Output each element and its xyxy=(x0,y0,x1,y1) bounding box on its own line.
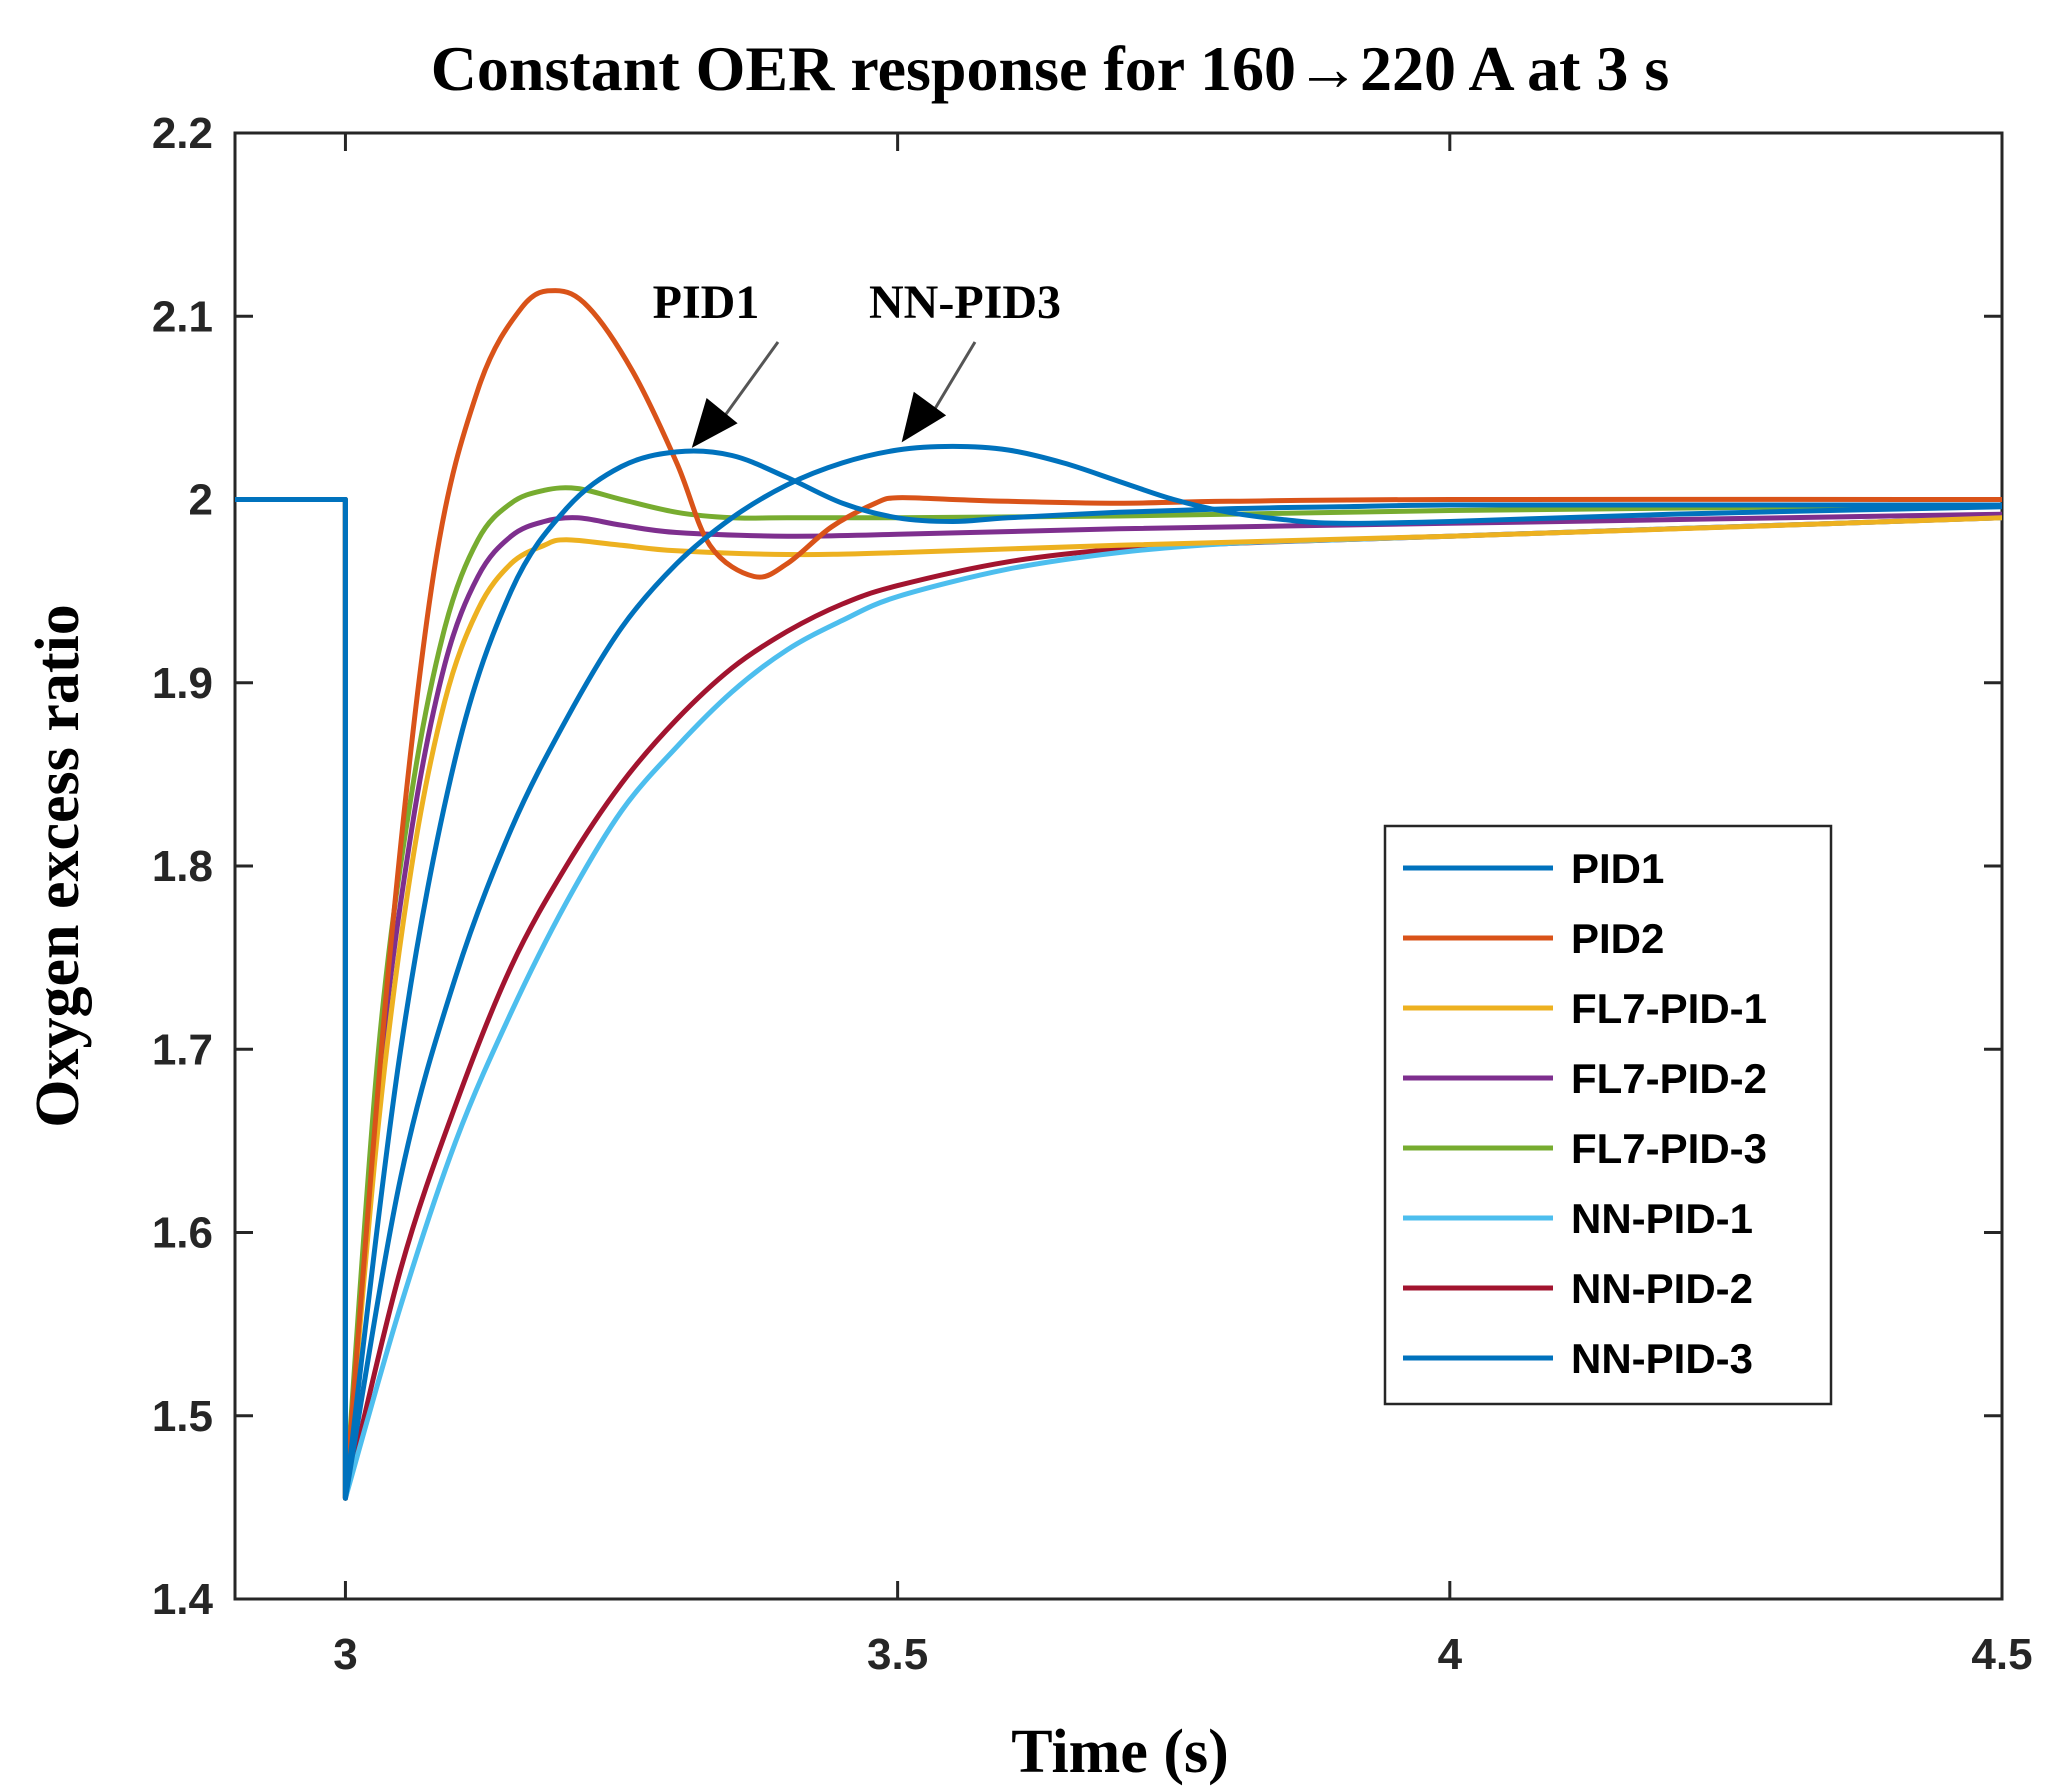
legend-items: PID1 PID2 FL7-PID-1 FL7-PID-2 FL7-PID-3 NN-PI… xyxy=(1403,845,1767,1382)
legend-box xyxy=(1383,824,1833,1406)
legend-label-nn-pid-3: NN-PID-3 xyxy=(1571,1335,1753,1382)
annotations: PID1 NN-PID3 xyxy=(653,276,1061,448)
y-tick-label: 1.5 xyxy=(152,1392,213,1441)
annotation-label-nn-pid3: NN-PID3 xyxy=(869,276,1061,329)
series-line-fl7-pid-1 xyxy=(235,496,2002,1501)
annotation-arrow-nn-pid3 xyxy=(930,341,977,416)
series-line-pid1 xyxy=(235,448,2002,1501)
y-tick-label: 1.4 xyxy=(152,1575,214,1624)
legend-label-fl7-pid-1: FL7-PID-1 xyxy=(1571,985,1767,1032)
legend-label-nn-pid-1: NN-PID-1 xyxy=(1571,1195,1753,1242)
y-axis-label: Oxygen excess ratio xyxy=(24,604,92,1127)
annotation-arrowhead-nn-pid3 xyxy=(901,391,947,443)
legend-label-fl7-pid-2: FL7-PID-2 xyxy=(1571,1055,1767,1102)
series-line-nn-pid-3 xyxy=(235,443,2002,1501)
legend-label-pid2: PID2 xyxy=(1571,915,1664,962)
annotation-arrowhead-pid1 xyxy=(691,398,738,448)
y-tick-label: 1.7 xyxy=(152,1025,213,1074)
y-tick-label: 2.2 xyxy=(152,109,213,158)
legend: PID1 PID2 FL7-PID-1 FL7-PID-2 FL7-PID-3 NN-PI… xyxy=(1383,824,1833,1406)
legend-label-nn-pid-2: NN-PID-2 xyxy=(1571,1265,1753,1312)
annotation-arrow-pid1 xyxy=(720,341,780,421)
y-tick-label: 1.6 xyxy=(152,1209,213,1258)
annotation-label-pid1: PID1 xyxy=(653,276,760,329)
x-tick-label: 4 xyxy=(1438,1630,1463,1679)
y-tick-label: 1.9 xyxy=(152,659,213,708)
series-group xyxy=(235,288,2002,1501)
x-tick-label: 4.5 xyxy=(1971,1630,2032,1679)
legend-label-pid1: PID1 xyxy=(1571,845,1664,892)
y-tick-label: 1.8 xyxy=(152,842,213,891)
y-tick-label: 2 xyxy=(189,476,213,525)
x-tick-label: 3.5 xyxy=(867,1630,928,1679)
y-tick-label: 2.1 xyxy=(152,292,213,341)
chart-title: Constant OER response for 160→220 A at 3… xyxy=(431,33,1670,104)
x-axis-label: Time (s) xyxy=(1011,1718,1229,1786)
y-tick-labels: 1.4 1.5 1.6 1.7 1.8 1.9 2 2.1 2.2 xyxy=(152,109,214,1624)
x-tick-labels: 3 3.5 4 4.5 xyxy=(333,1630,2032,1679)
x-tick-label: 3 xyxy=(333,1630,357,1679)
legend-label-fl7-pid-3: FL7-PID-3 xyxy=(1571,1125,1767,1172)
